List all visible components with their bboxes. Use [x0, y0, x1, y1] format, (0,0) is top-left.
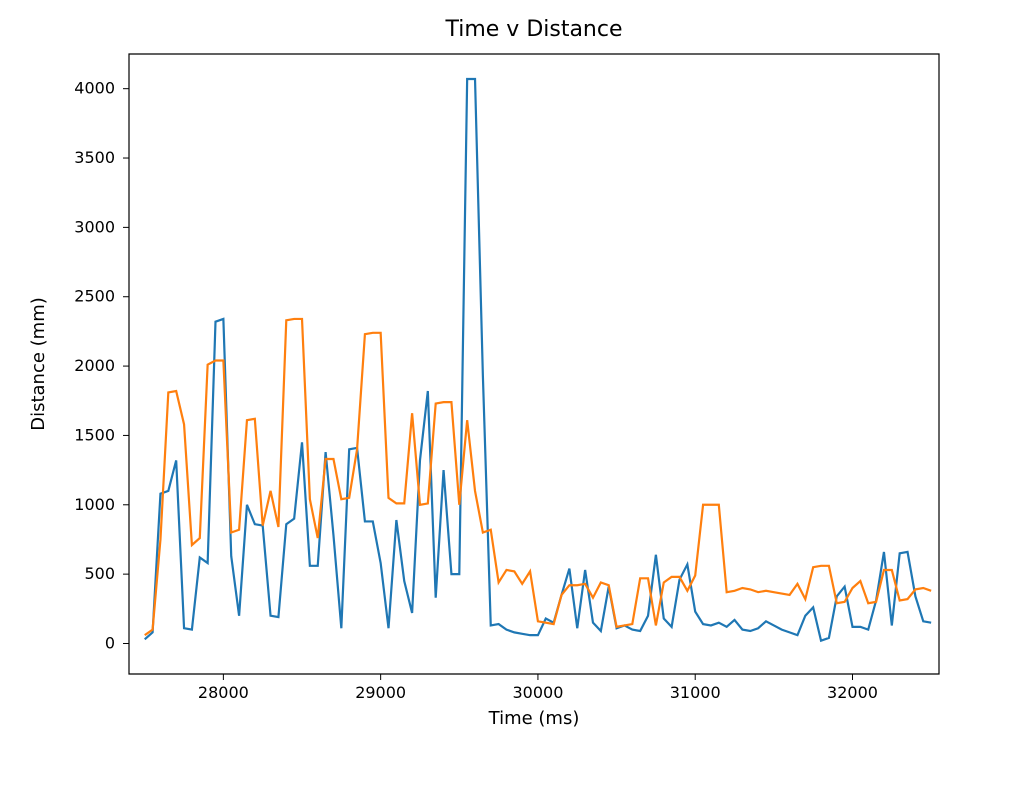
y-axis-label: Distance (mm) — [28, 297, 49, 431]
line-chart: 28000 29000 30000 31000 32000 0 500 1000 1500 200… — [0, 0, 1034, 806]
y-tick-label: 4000 — [74, 79, 115, 98]
y-tick-label: 0 — [105, 633, 115, 652]
y-tick-label: 3000 — [74, 217, 115, 236]
plot-area — [129, 54, 939, 674]
chart-container: 28000 29000 30000 31000 32000 0 500 1000 1500 200… — [0, 0, 1034, 806]
y-tick-label: 500 — [84, 564, 115, 583]
x-tick-label: 30000 — [512, 683, 563, 702]
y-tick-label: 3500 — [74, 148, 115, 167]
x-tick-label: 29000 — [355, 683, 406, 702]
y-tick-label: 2500 — [74, 287, 115, 306]
x-tick-label: 31000 — [670, 683, 721, 702]
x-tick-label: 28000 — [198, 683, 249, 702]
y-tick-label: 1500 — [74, 425, 115, 444]
chart-title: Time v Distance — [444, 17, 622, 42]
y-tick-label: 2000 — [74, 356, 115, 375]
y-tick-label: 1000 — [74, 495, 115, 514]
x-tick-label: 32000 — [827, 683, 878, 702]
x-axis-label: Time (ms) — [488, 708, 580, 729]
